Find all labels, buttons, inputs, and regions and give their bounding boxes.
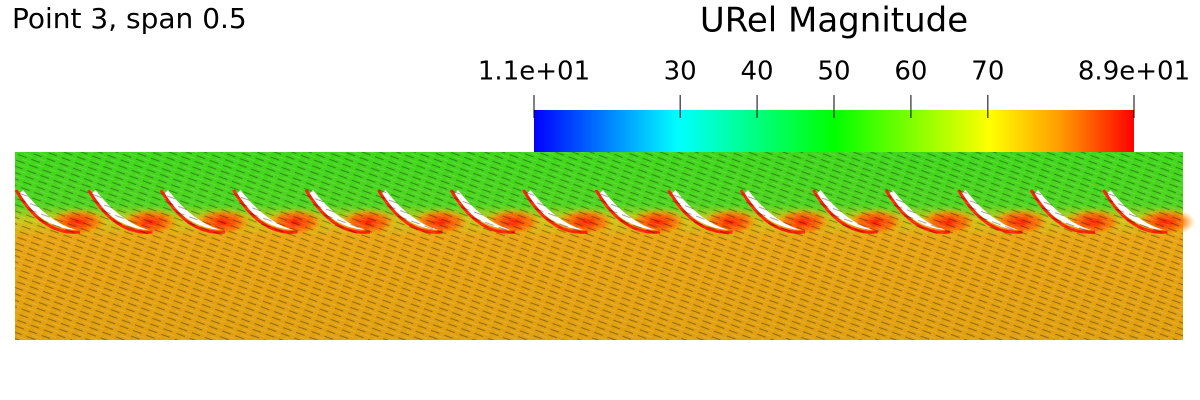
colorbar-tick-label: 8.9e+01 xyxy=(1078,57,1190,87)
colorbar-tick-label: 70 xyxy=(971,57,1004,87)
colorbar-tick-label: 40 xyxy=(741,57,774,87)
streamlines xyxy=(15,152,1183,340)
flow-field xyxy=(14,152,1196,340)
colorbar-tick-label: 30 xyxy=(664,57,697,87)
colorbar-tick-label: 1.1e+01 xyxy=(478,57,590,87)
colorbar-tick-label: 60 xyxy=(894,57,927,87)
colorbar-tick-label: 50 xyxy=(817,57,850,87)
title: Point 3, span 0.5 xyxy=(12,2,247,35)
colorbar-title: URel Magnitude xyxy=(700,1,968,41)
